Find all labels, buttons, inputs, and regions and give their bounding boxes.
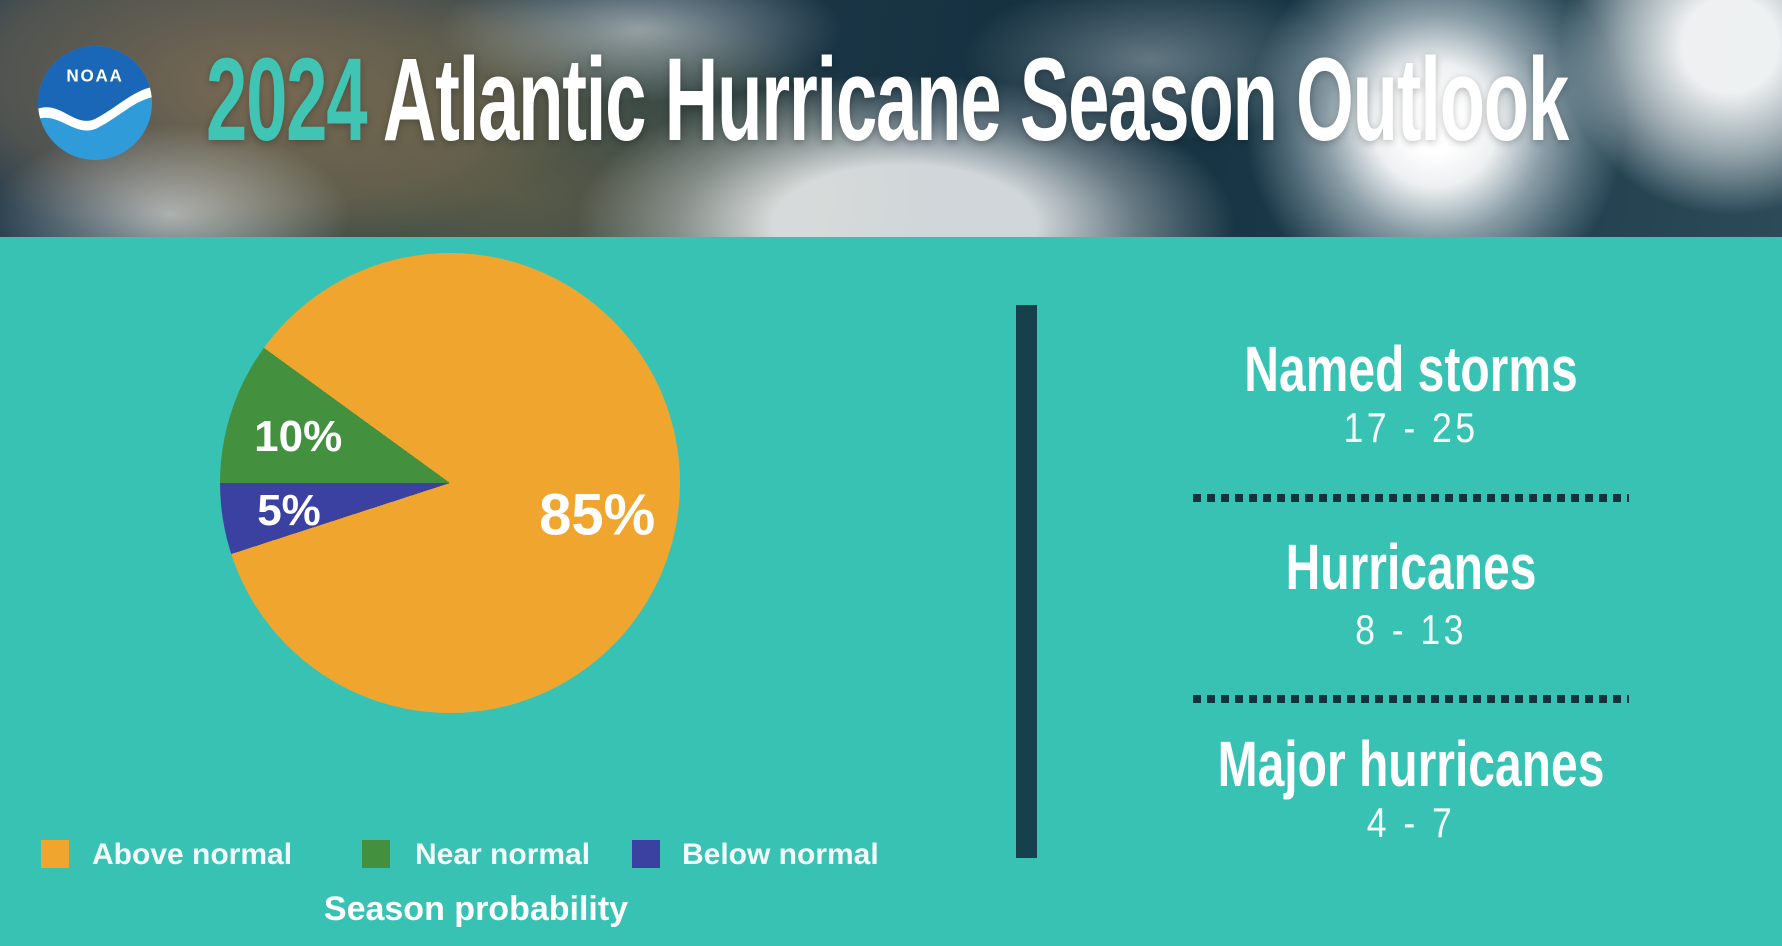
- stat-title-named-storms: Named storms: [1244, 333, 1578, 405]
- page-title: 2024 Atlantic Hurricane Season Outlook: [206, 30, 1570, 170]
- dotted-divider: [1193, 695, 1629, 703]
- vertical-divider: [1016, 305, 1037, 858]
- legend-swatch-above-normal: [41, 840, 69, 868]
- pie-label-below-normal: 5%: [257, 485, 321, 535]
- pie-label-above-normal: 85%: [539, 482, 656, 548]
- pie-label-near-normal: 10%: [254, 412, 343, 461]
- logo-text: NOAA: [66, 66, 123, 85]
- header-satellite-banner: NOAA 2024 Atlantic Hurricane Season Outlo…: [0, 0, 1782, 237]
- dotted-divider: [1193, 494, 1629, 502]
- stat-range-hurricanes: 8 - 13: [1355, 606, 1467, 653]
- outlook-panel: Named storms 17 - 25 Hurricanes 8 - 13 M…: [1040, 0, 1782, 946]
- title-year: 2024: [206, 34, 368, 166]
- noaa-logo-icon: NOAA: [38, 46, 152, 160]
- legend-label-near-normal: Near normal: [415, 838, 591, 871]
- title-rest: Atlantic Hurricane Season Outlook: [382, 34, 1570, 166]
- stat-range-named-storms: 17 - 25: [1343, 404, 1479, 451]
- chart-caption: Season probability: [323, 890, 629, 928]
- logo-upper-sky: [38, 46, 152, 121]
- legend-swatch-near-normal: [362, 840, 390, 868]
- legend-label-below-normal: Below normal: [682, 838, 879, 871]
- legend-label-above-normal: Above normal: [92, 838, 293, 871]
- stat-range-major-hurricanes: 4 - 7: [1366, 799, 1456, 846]
- legend-swatch-below-normal: [632, 840, 660, 868]
- stat-title-hurricanes: Hurricanes: [1285, 531, 1537, 603]
- logo-seagull-icon: [38, 87, 152, 131]
- pie-chart: 85% 10% 5%: [220, 253, 680, 713]
- stat-title-major-hurricanes: Major hurricanes: [1217, 728, 1605, 800]
